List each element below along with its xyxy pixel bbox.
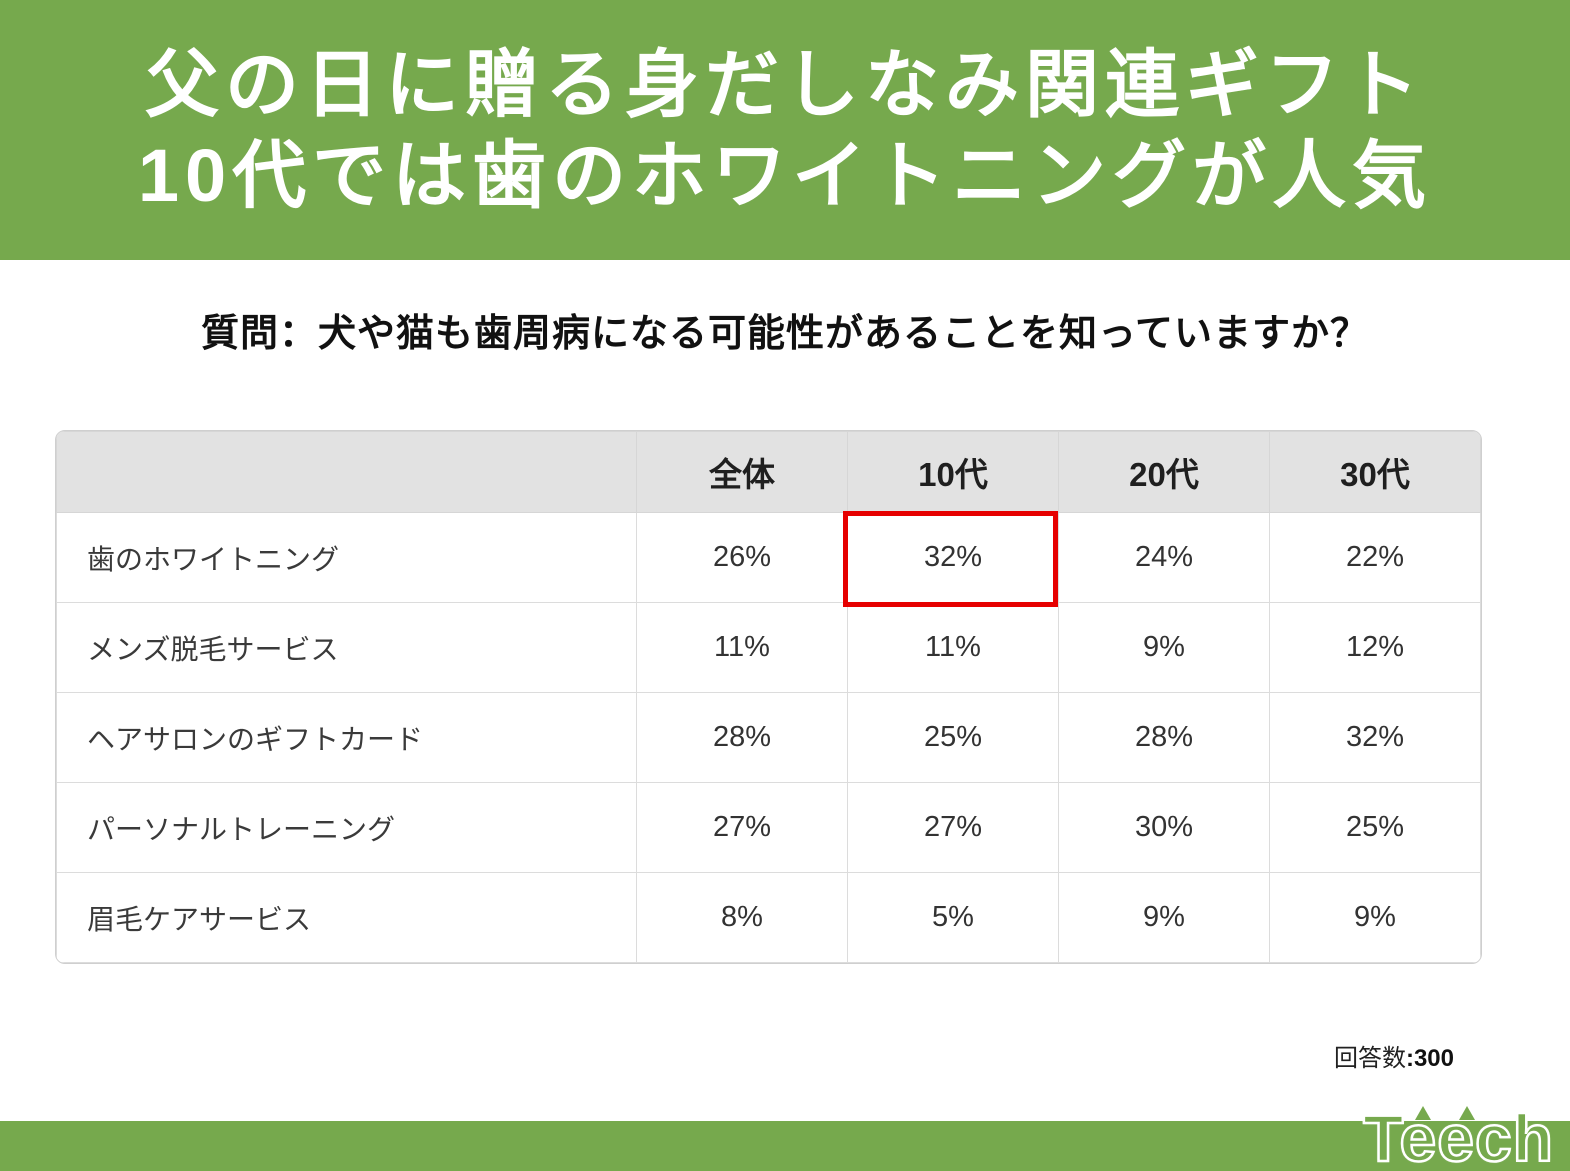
cell-value-highlighted: 32%	[847, 512, 1059, 603]
table-row: メンズ脱毛サービス 11% 11% 9% 12%	[56, 602, 1481, 693]
logo-text: Teech	[1362, 1101, 1554, 1171]
table-row: 歯のホワイトニング 26% 32% 24% 22%	[56, 512, 1481, 603]
title-line-2: 10代では歯のホワイトニングが人気	[137, 134, 1433, 217]
cell-value: 5%	[847, 872, 1059, 963]
question-text: 質問：犬や猫も歯周病になる可能性があることを知っていますか？	[200, 313, 1370, 355]
teech-logo: Teech	[1362, 1101, 1554, 1171]
column-header-30s: 30代	[1269, 431, 1481, 513]
column-header-20s: 20代	[1058, 431, 1270, 513]
survey-table: 全体 10代 20代 30代 歯のホワイトニング 26% 32% 24% 22%…	[55, 430, 1482, 964]
row-label: パーソナルトレーニング	[56, 782, 637, 873]
respondent-count-value: :300	[1405, 1045, 1454, 1072]
cell-value: 27%	[847, 782, 1059, 873]
table-row: ヘアサロンのギフトカード 28% 25% 28% 32%	[56, 692, 1481, 783]
header-banner: 父の日に贈る身だしなみ関連ギフト 10代では歯のホワイトニングが人気	[0, 0, 1570, 260]
cell-value: 9%	[1269, 872, 1481, 963]
row-label: ヘアサロンのギフトカード	[56, 692, 637, 783]
cell-value: 25%	[847, 692, 1059, 783]
table-row: パーソナルトレーニング 27% 27% 30% 25%	[56, 782, 1481, 873]
row-label: メンズ脱毛サービス	[56, 602, 637, 693]
cell-value: 28%	[1058, 692, 1270, 783]
footer-bar	[0, 1121, 1570, 1171]
cell-value: 30%	[1058, 782, 1270, 873]
cell-value: 12%	[1269, 602, 1481, 693]
cell-value: 11%	[847, 602, 1059, 693]
title-line-1: 父の日に贈る身だしなみ関連ギフト	[145, 42, 1425, 126]
cell-value: 27%	[636, 782, 848, 873]
cell-value: 22%	[1269, 512, 1481, 603]
cell-value: 28%	[636, 692, 848, 783]
respondent-count: 回答数:300	[1334, 1038, 1454, 1073]
logo-ear-icon	[1415, 1106, 1432, 1121]
cell-value: 9%	[1058, 872, 1270, 963]
cell-value: 25%	[1269, 782, 1481, 873]
row-label: 眉毛ケアサービス	[56, 872, 637, 963]
column-header-10s: 10代	[847, 431, 1059, 513]
logo-ear-icon	[1459, 1106, 1476, 1121]
cell-value: 8%	[636, 872, 848, 963]
cell-value: 24%	[1058, 512, 1270, 603]
respondent-count-label: 回答数	[1333, 1045, 1406, 1072]
cell-value: 9%	[1058, 602, 1270, 693]
cell-value: 32%	[1269, 692, 1481, 783]
table-header-row: 全体 10代 20代 30代	[56, 431, 1481, 513]
table-row: 眉毛ケアサービス 8% 5% 9% 9%	[56, 872, 1481, 963]
cell-value: 11%	[636, 602, 848, 693]
row-label: 歯のホワイトニング	[56, 512, 637, 603]
column-header-empty	[56, 431, 637, 513]
cell-value: 26%	[636, 512, 848, 603]
column-header-total: 全体	[636, 431, 848, 513]
